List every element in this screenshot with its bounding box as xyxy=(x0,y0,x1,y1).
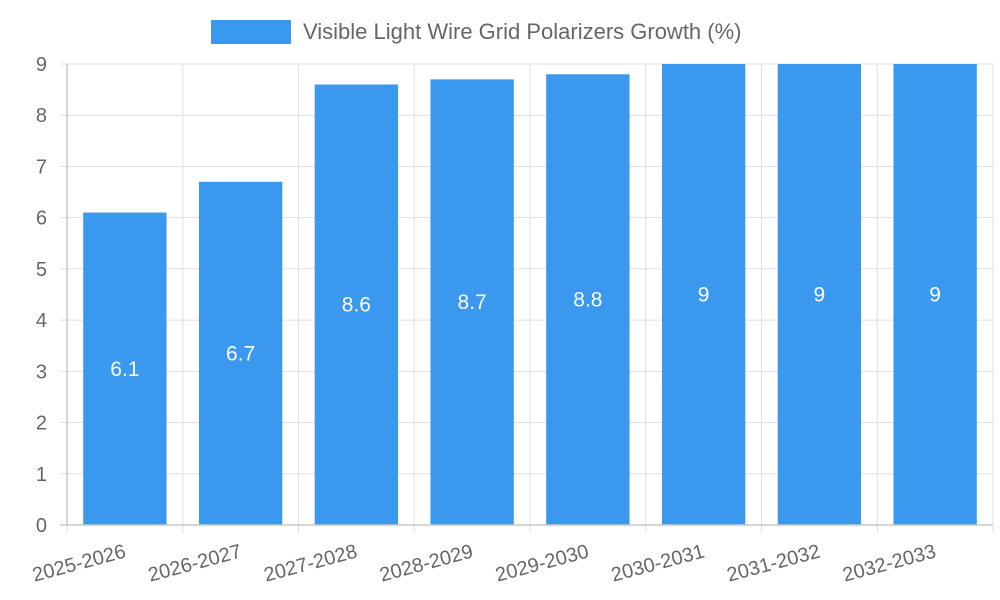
y-tick-label: 6 xyxy=(36,208,47,230)
bar[interactable] xyxy=(661,64,746,525)
bar-value-labels: 6.1 6.7 8.6 8.7 8.8 9 9 9 xyxy=(110,284,941,381)
x-tick-label: 2025-2026 xyxy=(30,541,128,587)
legend-label: Visible Light Wire Grid Polarizers Growt… xyxy=(303,19,742,44)
y-axis-ticks: 0 1 2 3 4 5 6 7 8 9 xyxy=(36,54,47,537)
y-tick-label: 8 xyxy=(36,105,47,127)
x-tick-label: 2031-2032 xyxy=(725,541,823,587)
bars xyxy=(83,64,977,526)
x-tick-label: 2029-2030 xyxy=(493,541,591,587)
bar[interactable] xyxy=(546,74,630,525)
bar[interactable] xyxy=(198,181,283,526)
bar-value-label: 8.6 xyxy=(342,294,371,317)
y-tick-label: 9 xyxy=(36,54,47,76)
x-axis-ticks: 2025-2026 2026-2027 2027-2028 2028-2029 2029… xyxy=(30,541,938,587)
y-tick-label: 0 xyxy=(36,515,47,537)
x-tick-label: 2030-2031 xyxy=(609,541,707,587)
y-tick-label: 4 xyxy=(36,310,47,332)
y-tick-label: 7 xyxy=(36,156,47,178)
bar-value-label: 8.7 xyxy=(458,291,487,314)
bar[interactable] xyxy=(430,79,514,525)
bar-value-label: 9 xyxy=(698,284,710,307)
x-tick-label: 2028-2029 xyxy=(377,541,475,587)
bar-value-label: 9 xyxy=(929,284,941,307)
y-tick-label: 1 xyxy=(36,464,47,486)
bar[interactable] xyxy=(777,64,862,525)
bar-value-label: 8.8 xyxy=(573,289,602,312)
bar[interactable] xyxy=(83,212,167,526)
bar-value-label: 6.1 xyxy=(110,358,139,381)
x-tick-label: 2026-2027 xyxy=(146,541,244,587)
axes xyxy=(60,64,993,526)
bar-value-label: 9 xyxy=(814,284,826,307)
y-tick-label: 5 xyxy=(36,259,47,281)
legend[interactable]: Visible Light Wire Grid Polarizers Growt… xyxy=(211,19,742,44)
bar[interactable] xyxy=(314,84,399,525)
legend-swatch xyxy=(211,20,291,44)
x-tick-label: 2027-2028 xyxy=(262,541,360,587)
y-tick-label: 2 xyxy=(36,413,47,435)
y-tick-label: 3 xyxy=(36,361,47,383)
bar-value-label: 6.7 xyxy=(226,342,255,365)
bar[interactable] xyxy=(893,64,977,525)
x-tick-label: 2032-2033 xyxy=(840,541,938,587)
